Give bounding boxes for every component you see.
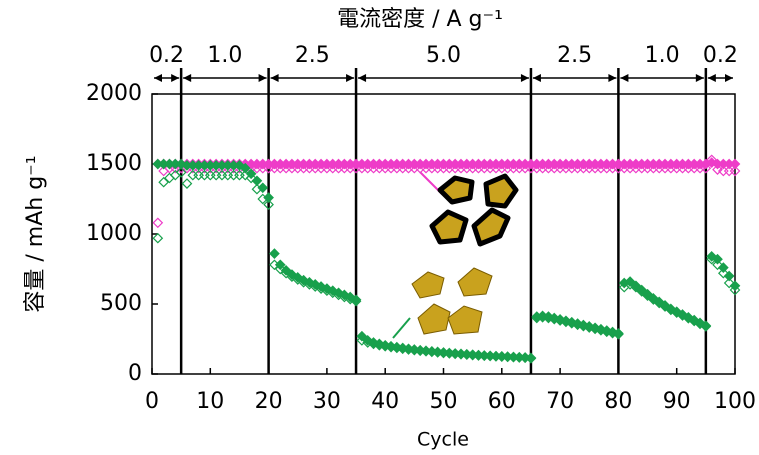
point — [719, 263, 728, 272]
region-label: 0.2 — [149, 43, 184, 68]
x-tick-label: 30 — [313, 389, 341, 414]
x-tick-label: 80 — [604, 389, 632, 414]
region-label: 1.0 — [645, 43, 680, 68]
point — [526, 353, 535, 362]
region-label: 2.5 — [557, 43, 592, 68]
arrow-head — [608, 74, 616, 82]
arrow-head — [154, 74, 162, 82]
arrow-head — [725, 74, 733, 82]
arrow-head — [696, 74, 704, 82]
x-tick-label: 100 — [714, 389, 756, 414]
x-tick-label: 40 — [371, 389, 399, 414]
region-label: 2.5 — [295, 43, 330, 68]
arrow-head — [259, 74, 267, 82]
arrow-head — [358, 74, 366, 82]
coated-particles — [432, 176, 516, 244]
arrow-head — [708, 74, 716, 82]
arrow-head — [620, 74, 628, 82]
arrow-head — [533, 74, 541, 82]
y-tick-label: 500 — [100, 291, 142, 316]
x-tick-label: 20 — [255, 389, 283, 414]
point — [731, 160, 740, 169]
region-label: 0.2 — [703, 43, 738, 68]
y-tick-label: 1000 — [86, 221, 142, 246]
illustration — [393, 172, 516, 338]
x-tick-label: 0 — [145, 389, 159, 414]
bare-particles — [412, 268, 492, 334]
x-axis-label: Cycle — [417, 429, 469, 451]
point — [182, 179, 191, 188]
y-axis-label: 容量 / mAh g⁻¹ — [23, 155, 48, 312]
pointer-line — [393, 318, 410, 338]
x-tick-label: 50 — [430, 389, 458, 414]
chart: 電流密度 / A g⁻¹ Cycle 容量 / mAh g⁻¹ 05001000… — [0, 0, 759, 455]
x-tick-label: 90 — [663, 389, 691, 414]
x-tick-label: 60 — [488, 389, 516, 414]
point — [270, 249, 279, 258]
y-tick-label: 2000 — [86, 81, 142, 106]
x-tick-label: 70 — [546, 389, 574, 414]
point — [252, 176, 261, 185]
region-label: 1.0 — [207, 43, 242, 68]
y-tick-label: 1500 — [86, 151, 142, 176]
arrow-head — [346, 74, 354, 82]
point — [725, 272, 734, 281]
arrow-head — [271, 74, 279, 82]
point — [153, 234, 162, 243]
region-label: 5.0 — [426, 43, 461, 68]
point — [153, 218, 162, 227]
arrow-head — [183, 74, 191, 82]
y-tick-label: 0 — [128, 361, 142, 386]
x-tick-label: 10 — [196, 389, 224, 414]
chart-title: 電流密度 / A g⁻¹ — [337, 7, 503, 32]
arrow-head — [521, 74, 529, 82]
arrow-head — [171, 74, 179, 82]
